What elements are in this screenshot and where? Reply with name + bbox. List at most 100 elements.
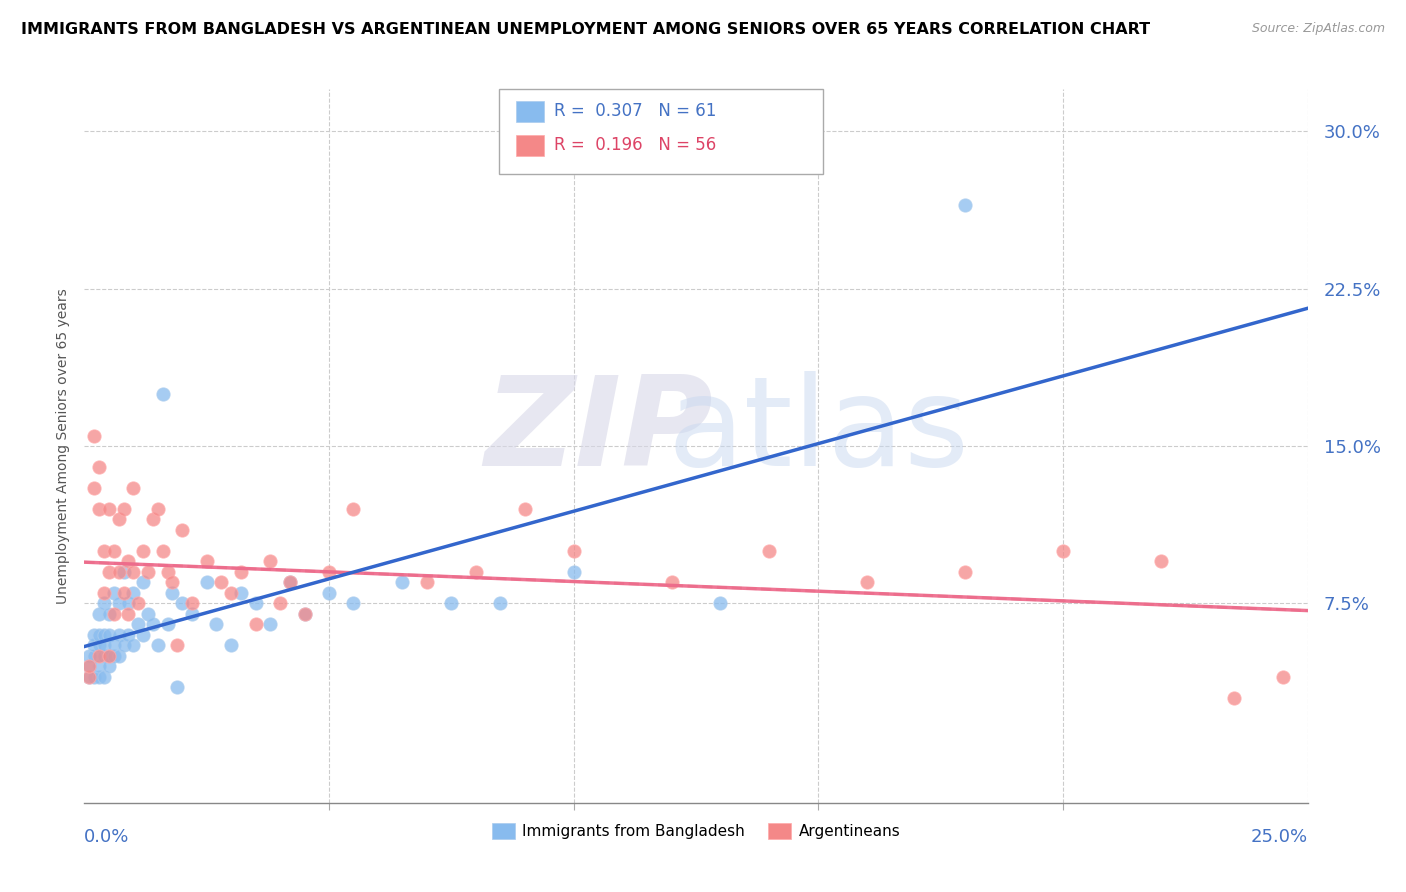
- Point: [112, 565, 135, 579]
- Point: [464, 565, 486, 579]
- Point: [107, 628, 129, 642]
- Point: [146, 639, 169, 653]
- Point: [219, 586, 242, 600]
- Point: [661, 575, 683, 590]
- Point: [294, 607, 316, 621]
- Point: [93, 596, 115, 610]
- Point: [181, 596, 204, 610]
- Text: ZIP: ZIP: [484, 371, 713, 492]
- Point: [132, 544, 155, 558]
- Point: [953, 197, 976, 211]
- Point: [156, 617, 179, 632]
- Point: [142, 617, 165, 632]
- Point: [77, 670, 100, 684]
- Point: [205, 617, 228, 632]
- Point: [83, 639, 105, 653]
- Point: [77, 659, 100, 673]
- Point: [117, 596, 139, 610]
- Point: [103, 607, 125, 621]
- Point: [132, 628, 155, 642]
- Point: [77, 648, 100, 663]
- Text: 25.0%: 25.0%: [1250, 828, 1308, 846]
- Point: [172, 596, 194, 610]
- Point: [342, 596, 364, 610]
- Point: [318, 586, 340, 600]
- Point: [127, 596, 149, 610]
- Point: [245, 596, 267, 610]
- Point: [87, 460, 110, 475]
- Text: R =  0.196   N = 56: R = 0.196 N = 56: [554, 136, 716, 154]
- Point: [709, 596, 731, 610]
- Point: [562, 565, 585, 579]
- Point: [122, 639, 145, 653]
- Point: [83, 670, 105, 684]
- Point: [318, 565, 340, 579]
- Point: [93, 670, 115, 684]
- Point: [83, 628, 105, 642]
- Point: [122, 565, 145, 579]
- Point: [162, 586, 184, 600]
- Text: atlas: atlas: [668, 371, 969, 492]
- Point: [107, 565, 129, 579]
- Point: [103, 639, 125, 653]
- Point: [278, 575, 301, 590]
- Point: [416, 575, 439, 590]
- Point: [77, 659, 100, 673]
- Point: [758, 544, 780, 558]
- Point: [172, 523, 194, 537]
- Point: [259, 617, 281, 632]
- Point: [1272, 670, 1295, 684]
- Point: [93, 544, 115, 558]
- Point: [77, 670, 100, 684]
- Point: [269, 596, 291, 610]
- Point: [229, 565, 252, 579]
- Text: R =  0.307   N = 61: R = 0.307 N = 61: [554, 103, 716, 120]
- Point: [136, 565, 159, 579]
- Point: [107, 648, 129, 663]
- Point: [229, 586, 252, 600]
- Point: [146, 502, 169, 516]
- Point: [278, 575, 301, 590]
- Point: [142, 512, 165, 526]
- Point: [107, 512, 129, 526]
- Y-axis label: Unemployment Among Seniors over 65 years: Unemployment Among Seniors over 65 years: [56, 288, 70, 604]
- Point: [209, 575, 232, 590]
- Point: [219, 639, 242, 653]
- Text: 0.0%: 0.0%: [84, 828, 129, 846]
- Point: [1223, 690, 1246, 705]
- Point: [87, 648, 110, 663]
- Point: [132, 575, 155, 590]
- Point: [97, 607, 120, 621]
- Point: [87, 502, 110, 516]
- Point: [87, 628, 110, 642]
- Point: [342, 502, 364, 516]
- Point: [83, 648, 105, 663]
- Point: [489, 596, 512, 610]
- Point: [1150, 554, 1173, 568]
- Point: [259, 554, 281, 568]
- Legend: Immigrants from Bangladesh, Argentineans: Immigrants from Bangladesh, Argentineans: [485, 817, 907, 845]
- Point: [112, 639, 135, 653]
- Point: [195, 575, 218, 590]
- Point: [1052, 544, 1074, 558]
- Point: [294, 607, 316, 621]
- Point: [513, 502, 536, 516]
- Point: [112, 502, 135, 516]
- Point: [562, 544, 585, 558]
- Point: [122, 481, 145, 495]
- Point: [112, 586, 135, 600]
- Point: [152, 544, 174, 558]
- Point: [103, 544, 125, 558]
- Point: [152, 386, 174, 401]
- Point: [97, 648, 120, 663]
- Point: [391, 575, 413, 590]
- Point: [127, 617, 149, 632]
- Text: Source: ZipAtlas.com: Source: ZipAtlas.com: [1251, 22, 1385, 36]
- Point: [440, 596, 463, 610]
- Point: [97, 659, 120, 673]
- Point: [103, 648, 125, 663]
- Point: [103, 586, 125, 600]
- Text: IMMIGRANTS FROM BANGLADESH VS ARGENTINEAN UNEMPLOYMENT AMONG SENIORS OVER 65 YEA: IMMIGRANTS FROM BANGLADESH VS ARGENTINEA…: [21, 22, 1150, 37]
- Point: [953, 565, 976, 579]
- Point: [87, 607, 110, 621]
